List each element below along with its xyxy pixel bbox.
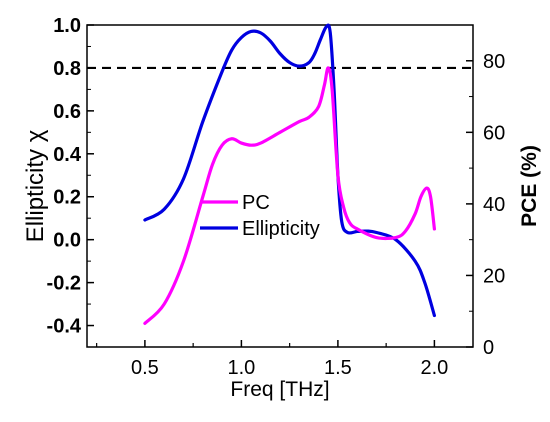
- y-left-tick-label: -0.4: [47, 316, 82, 338]
- y-left-tick-label: 0.6: [53, 101, 81, 123]
- series-layer: [143, 23, 436, 325]
- series-line-ellipticity: [143, 23, 436, 318]
- y-left-tick-label: -0.2: [47, 273, 81, 295]
- y-right-tick-label: 0: [483, 337, 494, 359]
- y-right-tick-label: 80: [483, 51, 505, 73]
- series-line-pc: [143, 66, 436, 325]
- x-tick-label: 2.0: [420, 357, 448, 379]
- x-tick-label: 0.5: [131, 357, 159, 379]
- y-right-tick-label: 60: [483, 122, 505, 144]
- x-tick-label: 1.0: [227, 357, 255, 379]
- y-right-axis-title: PCE (%): [518, 145, 541, 227]
- y-right-tick-label: 20: [483, 265, 505, 287]
- y-left-tick-label: 1.0: [53, 15, 81, 37]
- y-left-tick-label: 0.2: [53, 187, 81, 209]
- legend: PC Ellipticity: [200, 192, 320, 240]
- x-axis-title: Freq [THz]: [230, 378, 329, 401]
- ticks-layer: 0.5 1.0 1.5 2.0 -0.4 -0.2 0.0 0.2 0.4 0.6 0.8 1.0 0 2…: [47, 15, 506, 379]
- x-tick-label: 1.5: [324, 357, 352, 379]
- y-left-tick-label: 0.8: [53, 58, 81, 80]
- legend-label-ellipticity: Ellipticity: [242, 218, 320, 240]
- plot-frame: [86, 24, 474, 348]
- y-left-tick-label: 0.0: [53, 230, 81, 252]
- y-right-tick-label: 40: [483, 194, 505, 216]
- legend-label-pc: PC: [242, 192, 270, 214]
- y-left-axis-title: Ellipticity χ: [22, 129, 49, 242]
- y-left-tick-label: 0.4: [53, 144, 82, 166]
